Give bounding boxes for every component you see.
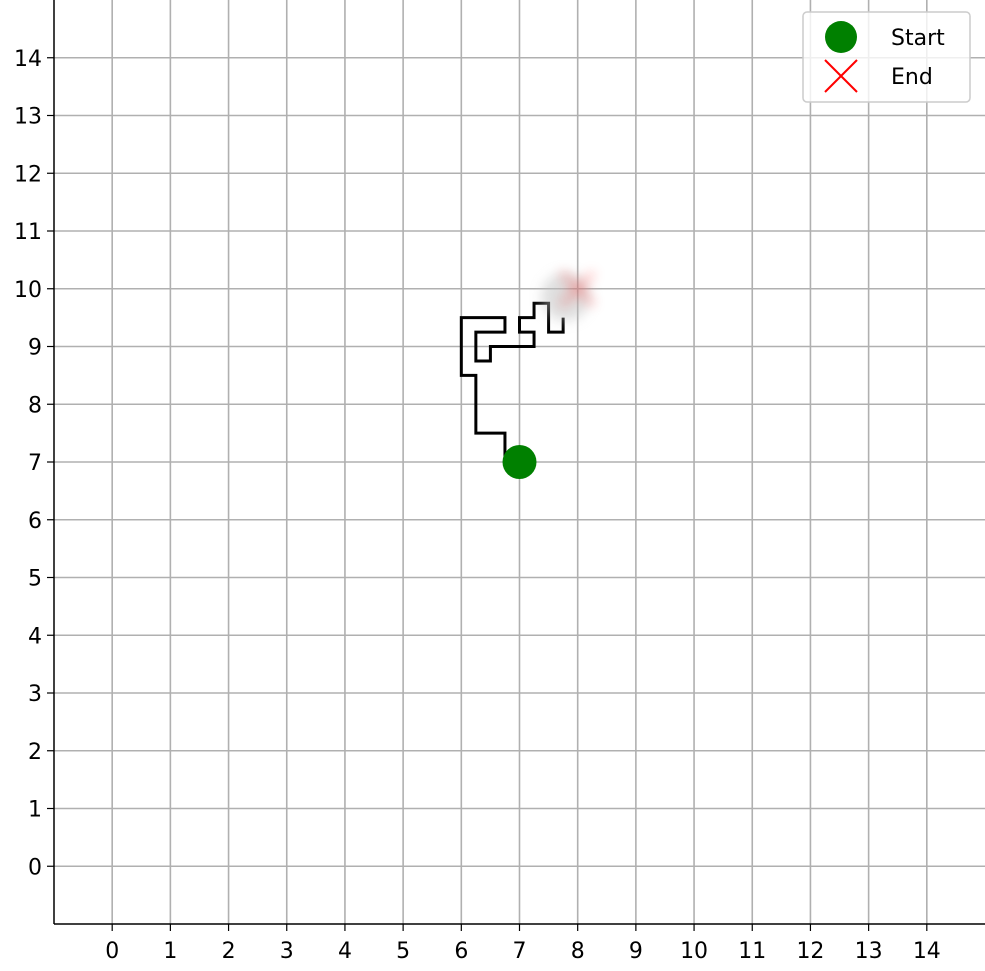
x-tick-label: 0 [105, 939, 119, 964]
legend-start-marker [825, 21, 857, 53]
x-tick-label: 2 [222, 939, 236, 964]
axis-ticks [47, 57, 928, 931]
y-tick-label: 5 [28, 567, 42, 592]
y-tick-label: 6 [28, 509, 42, 534]
y-tick-label: 7 [28, 451, 42, 476]
y-tick-label: 4 [28, 624, 42, 649]
x-tick-labels: 0 1 2 3 4 5 6 7 8 9 10 11 12 13 14 [105, 939, 941, 964]
x-tick-label: 7 [513, 939, 527, 964]
path-line [459, 301, 565, 462]
markers [502, 271, 595, 479]
y-tick-label: 11 [14, 220, 42, 245]
x-tick-label: 5 [396, 939, 410, 964]
x-tick-label: 6 [454, 939, 468, 964]
legend-start-label: Start [891, 26, 945, 51]
grid [54, 0, 985, 924]
legend-end-marker [824, 59, 858, 93]
y-tick-label: 1 [28, 798, 42, 823]
y-tick-label: 13 [14, 105, 42, 130]
end-blur-halo [541, 272, 590, 321]
y-tick-label: 3 [28, 682, 42, 707]
y-tick-label: 10 [14, 278, 42, 303]
trajectory-path [459, 301, 565, 462]
legend: Start End [802, 11, 971, 103]
x-tick-label: 1 [163, 939, 177, 964]
x-tick-label: 8 [571, 939, 585, 964]
x-tick-label: 11 [738, 939, 766, 964]
x-tick-label: 10 [680, 939, 708, 964]
x-tick-label: 12 [796, 939, 824, 964]
x-tick-label: 9 [629, 939, 643, 964]
y-tick-label: 2 [28, 740, 42, 765]
y-tick-label: 0 [28, 855, 42, 880]
y-tick-label: 9 [28, 336, 42, 361]
legend-end-label: End [891, 65, 933, 90]
start-marker [502, 445, 537, 479]
y-tick-label: 8 [28, 393, 42, 418]
x-tick-label: 14 [913, 939, 941, 964]
y-tick-label: 14 [14, 47, 42, 72]
end-marker [560, 271, 595, 306]
y-tick-label: 12 [14, 162, 42, 187]
x-tick-label: 13 [855, 939, 883, 964]
x-tick-label: 3 [280, 939, 294, 964]
x-tick-label: 4 [338, 939, 352, 964]
axes-frame [53, 0, 985, 925]
